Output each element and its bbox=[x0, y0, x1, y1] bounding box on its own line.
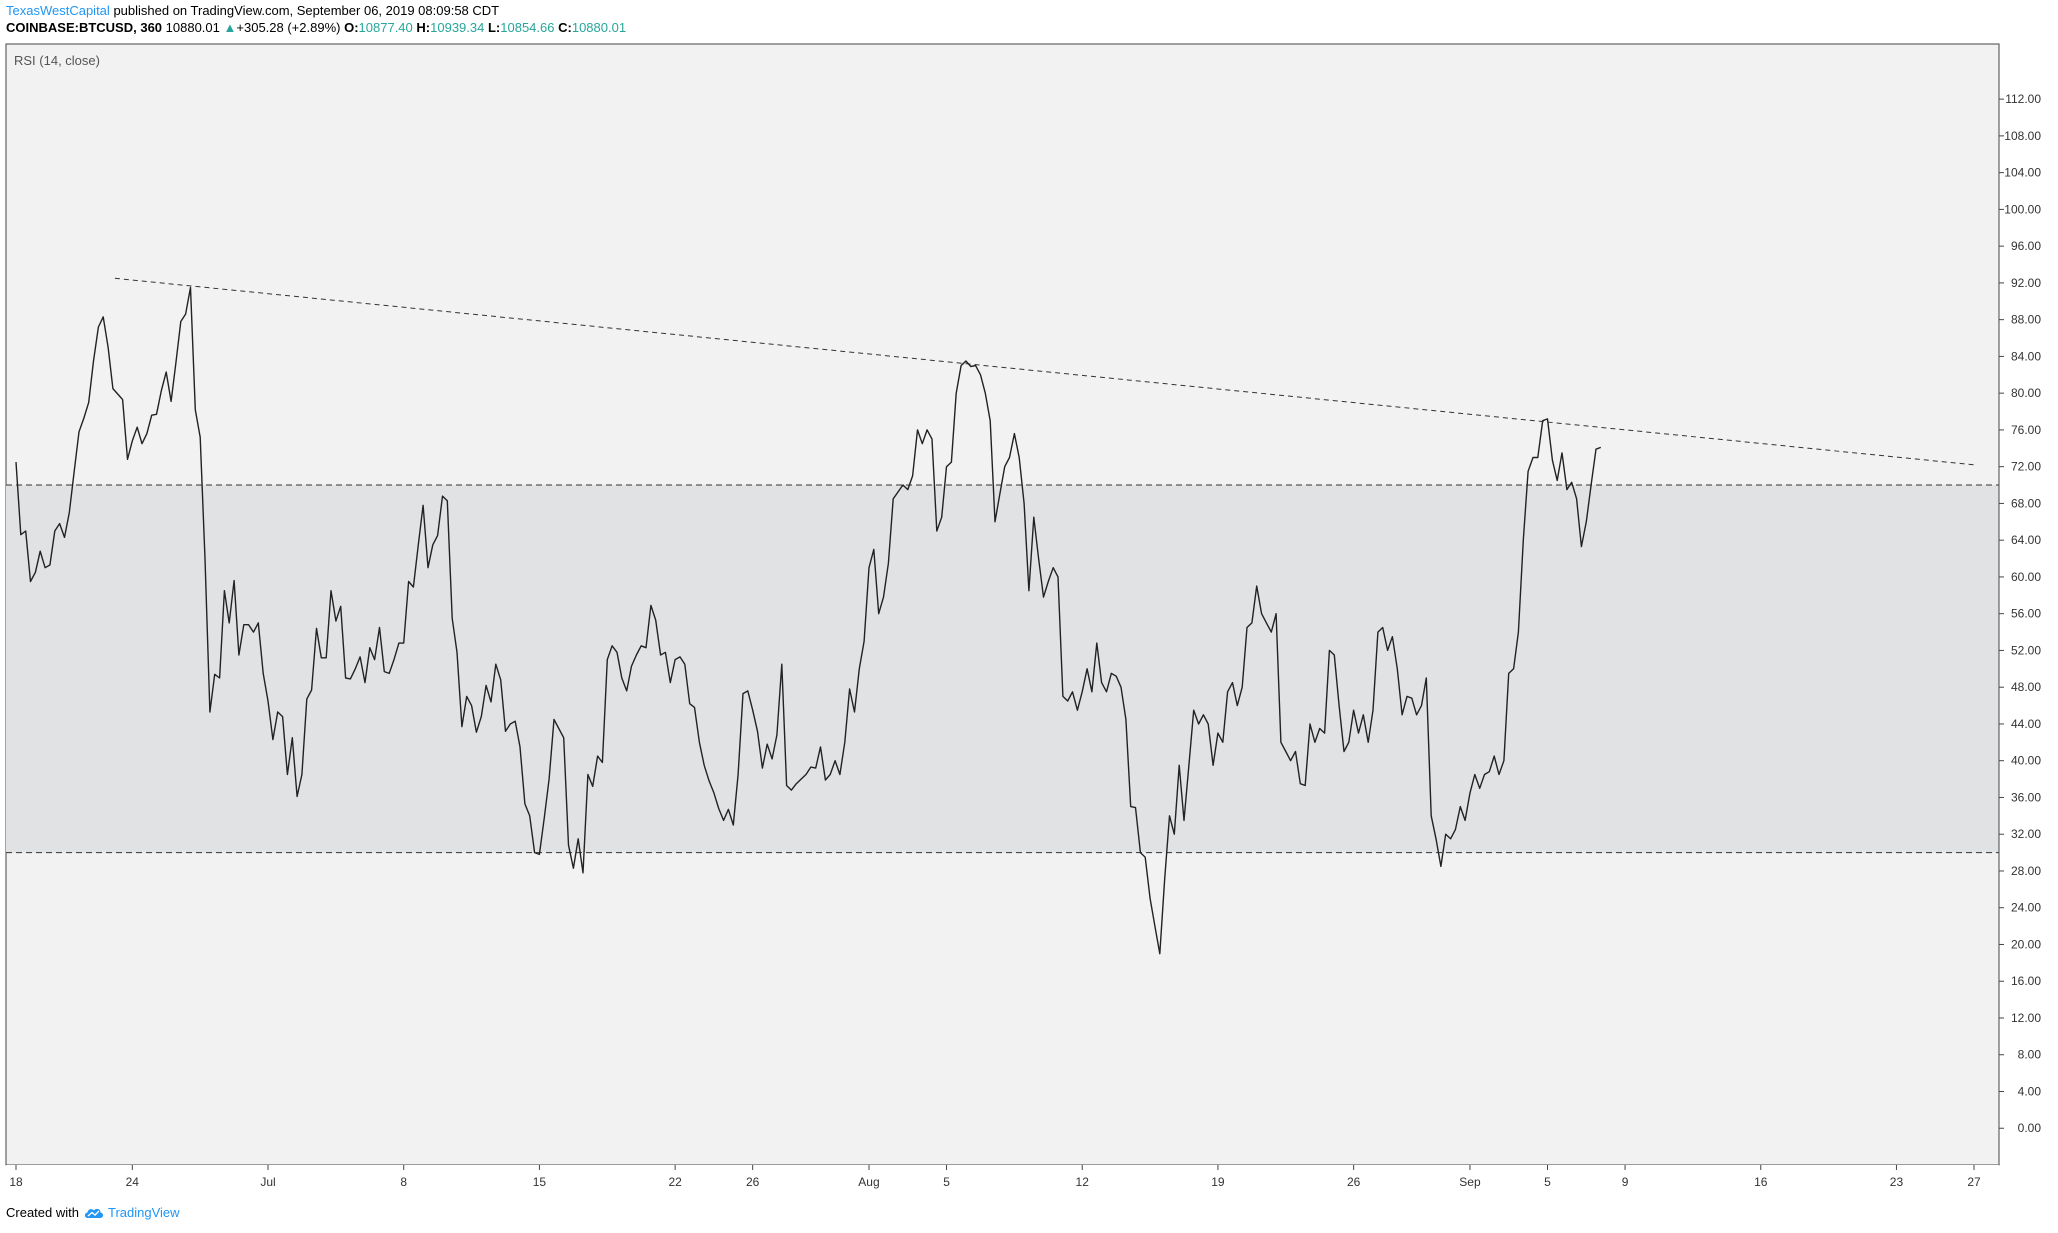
y-tick-label: 40.00 bbox=[2011, 754, 2041, 768]
y-tick-label: 32.00 bbox=[2011, 827, 2041, 841]
rsi-band bbox=[6, 485, 1999, 853]
y-tick-label: 100.00 bbox=[2004, 202, 2041, 216]
close-label: C: bbox=[558, 20, 572, 35]
high-value: 10939.34 bbox=[430, 20, 485, 35]
high-label: H: bbox=[416, 20, 431, 35]
ohlc-line: COINBASE:BTCUSD, 360 10880.01 ▲+305.28 (… bbox=[6, 19, 626, 36]
x-tick-label: 22 bbox=[668, 1175, 682, 1189]
y-tick-label: 92.00 bbox=[2011, 276, 2041, 290]
last-price: 10880.01 bbox=[165, 20, 220, 35]
y-tick-label: 48.00 bbox=[2011, 680, 2041, 694]
symbol-label: COINBASE:BTCUSD, 360 bbox=[6, 20, 163, 35]
y-axis: 0.00 4.00 8.00 12.00 16.00 20.00 24.00 28.00 32.… bbox=[1999, 92, 2041, 1135]
open-label: O: bbox=[344, 20, 359, 35]
y-tick-label: 8.00 bbox=[2018, 1048, 2042, 1062]
x-tick-label: 24 bbox=[126, 1175, 140, 1189]
y-tick-label: 64.00 bbox=[2011, 533, 2041, 547]
x-tick-label: 16 bbox=[1754, 1175, 1768, 1189]
rsi-series-line bbox=[15, 286, 1602, 955]
y-tick-label: 12.00 bbox=[2011, 1011, 2041, 1025]
y-tick-label: 16.00 bbox=[2011, 974, 2041, 988]
x-tick-label: 19 bbox=[1211, 1175, 1225, 1189]
x-tick-label: 12 bbox=[1076, 1175, 1090, 1189]
y-tick-label: 104.00 bbox=[2004, 166, 2041, 180]
x-tick-label: 9 bbox=[1622, 1175, 1629, 1189]
y-tick-label: 60.00 bbox=[2011, 570, 2041, 584]
price-change: +305.28 (+2.89%) bbox=[236, 20, 341, 35]
change-up-icon: ▲ bbox=[223, 20, 237, 35]
x-tick-label: 27 bbox=[1967, 1175, 1981, 1189]
y-tick-label: 24.00 bbox=[2011, 901, 2041, 915]
low-label: L: bbox=[487, 20, 501, 35]
x-tick-label: Sep bbox=[1459, 1175, 1481, 1189]
x-tick-label: 5 bbox=[943, 1175, 950, 1189]
x-tick-label: Aug bbox=[858, 1175, 879, 1189]
y-tick-label: 52.00 bbox=[2011, 643, 2041, 657]
y-tick-label: 112.00 bbox=[2005, 92, 2041, 106]
y-tick-label: 28.00 bbox=[2011, 864, 2041, 878]
y-tick-label: 84.00 bbox=[2011, 349, 2041, 363]
x-tick-label: 26 bbox=[746, 1175, 760, 1189]
rsi-chart-panel[interactable]: RSI (14, close) 0.00 4.00 8.00 12.00 16.00 20… bbox=[0, 42, 2058, 1202]
low-value: 10854.66 bbox=[500, 20, 555, 35]
x-tick-label: 5 bbox=[1544, 1175, 1551, 1189]
y-tick-label: 108.00 bbox=[2004, 129, 2041, 143]
y-tick-label: 44.00 bbox=[2011, 717, 2041, 731]
y-tick-label: 68.00 bbox=[2011, 496, 2041, 510]
publish-line: TexasWestCapital published on TradingVie… bbox=[6, 2, 626, 19]
x-tick-label: Jul bbox=[260, 1175, 275, 1189]
rsi-chart-svg[interactable]: RSI (14, close) 0.00 4.00 8.00 12.00 16.00 20… bbox=[0, 42, 2058, 1202]
publish-info: published on TradingView.com, September … bbox=[113, 3, 500, 18]
indicator-title: RSI (14, close) bbox=[14, 53, 100, 68]
chart-header: TexasWestCapital published on TradingVie… bbox=[6, 2, 626, 38]
y-tick-label: 88.00 bbox=[2011, 313, 2041, 327]
y-tick-label: 4.00 bbox=[2018, 1084, 2042, 1098]
y-tick-label: 72.00 bbox=[2011, 460, 2041, 474]
close-value: 10880.01 bbox=[571, 20, 627, 35]
x-tick-label: 26 bbox=[1347, 1175, 1361, 1189]
time-axis[interactable] bbox=[6, 1165, 1999, 1202]
open-value: 10877.40 bbox=[358, 20, 413, 35]
author-link[interactable]: TexasWestCapital bbox=[6, 3, 110, 18]
y-tick-label: 56.00 bbox=[2011, 607, 2041, 621]
price-axis[interactable] bbox=[1999, 44, 2058, 1165]
y-tick-label: 76.00 bbox=[2011, 423, 2041, 437]
x-tick-label: 18 bbox=[9, 1175, 23, 1189]
y-tick-label: 36.00 bbox=[2011, 790, 2041, 804]
y-tick-label: 80.00 bbox=[2011, 386, 2041, 400]
tradingview-cloud-icon bbox=[84, 1208, 104, 1218]
x-tick-label: 8 bbox=[400, 1175, 407, 1189]
x-tick-label: 15 bbox=[533, 1175, 547, 1189]
created-with-label: Created with bbox=[6, 1205, 79, 1220]
trendline[interactable] bbox=[114, 277, 1975, 466]
footer: Created with TradingView bbox=[6, 1205, 180, 1220]
y-tick-label: 0.00 bbox=[2018, 1121, 2042, 1135]
tradingview-link[interactable]: TradingView bbox=[83, 1205, 180, 1220]
x-axis: 18 24 Jul 8 15 22 26 Aug 5 12 19 26 Sep 5 9 16 23 27 bbox=[9, 1165, 1981, 1189]
y-tick-label: 20.00 bbox=[2011, 937, 2041, 951]
y-tick-label: 96.00 bbox=[2011, 239, 2041, 253]
x-tick-label: 23 bbox=[1890, 1175, 1904, 1189]
tradingview-brand: TradingView bbox=[107, 1205, 180, 1220]
